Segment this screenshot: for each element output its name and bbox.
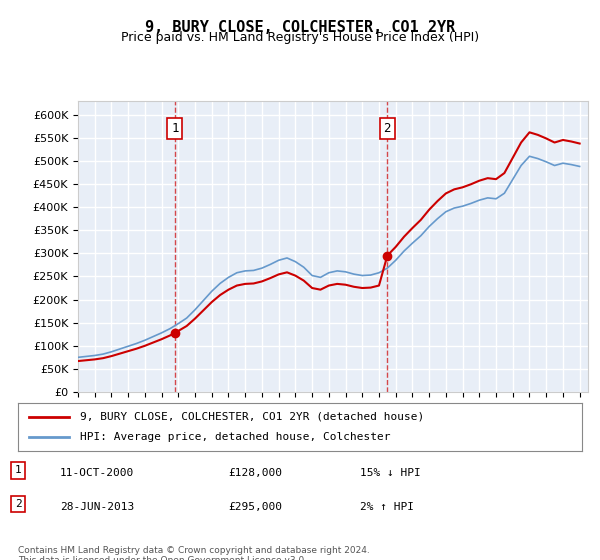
Text: 9, BURY CLOSE, COLCHESTER, CO1 2YR: 9, BURY CLOSE, COLCHESTER, CO1 2YR xyxy=(145,20,455,35)
Text: Contains HM Land Registry data © Crown copyright and database right 2024.
This d: Contains HM Land Registry data © Crown c… xyxy=(18,546,370,560)
Text: £128,000: £128,000 xyxy=(228,468,282,478)
Text: Price paid vs. HM Land Registry's House Price Index (HPI): Price paid vs. HM Land Registry's House … xyxy=(121,31,479,44)
Text: HPI: Average price, detached house, Colchester: HPI: Average price, detached house, Colc… xyxy=(80,432,391,442)
Text: 1: 1 xyxy=(14,465,22,475)
Text: 2: 2 xyxy=(14,499,22,509)
Text: 9, BURY CLOSE, COLCHESTER, CO1 2YR (detached house): 9, BURY CLOSE, COLCHESTER, CO1 2YR (deta… xyxy=(80,412,424,422)
Text: 2% ↑ HPI: 2% ↑ HPI xyxy=(360,502,414,512)
Text: 28-JUN-2013: 28-JUN-2013 xyxy=(60,502,134,512)
Text: 15% ↓ HPI: 15% ↓ HPI xyxy=(360,468,421,478)
Text: 1: 1 xyxy=(171,122,179,135)
Text: 2: 2 xyxy=(383,122,391,135)
Text: £295,000: £295,000 xyxy=(228,502,282,512)
Text: 11-OCT-2000: 11-OCT-2000 xyxy=(60,468,134,478)
